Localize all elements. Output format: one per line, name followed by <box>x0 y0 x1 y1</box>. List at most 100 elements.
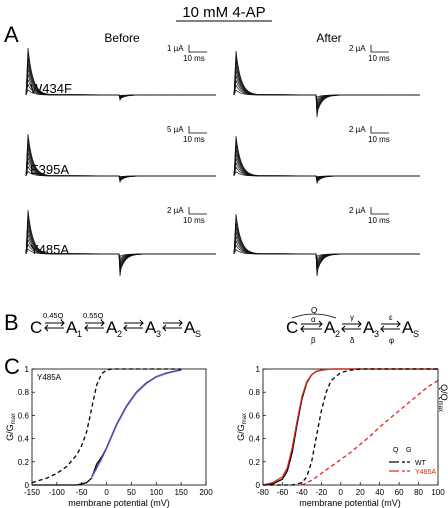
svg-text:Q/Qmax: Q/Qmax <box>437 384 448 412</box>
legend-head-g: G <box>406 447 411 454</box>
current-traces-w434f-after <box>233 50 421 118</box>
svg-text:2: 2 <box>335 329 340 339</box>
svg-text:A: A <box>184 318 196 337</box>
svg-text:S: S <box>195 329 201 339</box>
svg-text:10 ms: 10 ms <box>368 216 390 225</box>
svg-text:2: 2 <box>117 329 122 339</box>
left-series-line-0 <box>31 368 182 484</box>
svg-text:10 ms: 10 ms <box>183 216 205 225</box>
left-y-tick-label: 0 <box>25 481 30 490</box>
svg-text:A: A <box>145 318 157 337</box>
right-series-line-2 <box>263 368 438 486</box>
left-x-tick-label: 100 <box>150 488 164 497</box>
svg-text:3: 3 <box>374 329 379 339</box>
left-x-tick-label: 200 <box>199 488 213 497</box>
right-y-tick-label: 0.6 <box>249 411 261 420</box>
panel-letter-c: C <box>4 354 20 379</box>
left-series-line-3 <box>91 369 182 478</box>
scale-bar-y485a-before: 2 µA 10 ms <box>167 206 207 225</box>
kinetic-scheme-right: C Q α β A 2 γ δ A 3 ε φ A S <box>286 306 419 345</box>
current-traces-e395a-after <box>233 135 421 185</box>
plot-frame-right <box>262 368 439 486</box>
rate-label-045q: 0.45Q <box>43 311 64 320</box>
svg-text:A: A <box>402 318 414 337</box>
column-heading-before: Before <box>104 31 140 45</box>
x-axis-label-left: membrane potential (mV) <box>68 498 170 508</box>
left-y-tick-label: 1 <box>25 365 30 374</box>
right-x-tick-label: -20 <box>316 488 328 497</box>
current-traces-w434f-before <box>25 47 217 101</box>
svg-text:2 µA: 2 µA <box>349 206 366 215</box>
left-series-line-1 <box>32 369 182 486</box>
svg-text:2 µA: 2 µA <box>167 206 184 215</box>
svg-text:2 µA: 2 µA <box>349 44 366 53</box>
svg-text:10 ms: 10 ms <box>183 135 205 144</box>
svg-text:10 ms: 10 ms <box>183 54 205 63</box>
svg-text:10 ms: 10 ms <box>368 54 390 63</box>
left-y-tick-label: 0.4 <box>18 435 30 444</box>
left-x-tick-label: 0 <box>104 488 109 497</box>
legend-head-q: Q <box>393 447 399 454</box>
rate-label-055q: 0.55Q <box>83 311 104 320</box>
svg-text:δ: δ <box>350 336 355 345</box>
panel-letter-b: B <box>4 310 19 335</box>
svg-text:1: 1 <box>77 329 82 339</box>
right-y-tick-label: 1 <box>256 365 261 374</box>
right-x-tick-label: 20 <box>356 488 365 497</box>
right-x-tick-label: 40 <box>375 488 384 497</box>
panel-letter-a: A <box>4 22 19 47</box>
right-series-line-1 <box>262 368 438 486</box>
svg-text:Q: Q <box>311 306 317 315</box>
right-x-tick-label: -40 <box>296 488 308 497</box>
right-x-tick-label: 0 <box>339 488 344 497</box>
legend-y485a: Y485A <box>415 469 436 476</box>
svg-text:G/Gmax: G/Gmax <box>5 413 17 441</box>
svg-text:G/Gmax: G/Gmax <box>236 413 248 441</box>
svg-text:3: 3 <box>156 329 161 339</box>
left-x-tick-label: 150 <box>174 488 188 497</box>
chart-legend: Q G WT Y485A <box>389 447 436 476</box>
right-x-tick-label: 80 <box>414 488 423 497</box>
plot-frame-left <box>31 368 207 486</box>
left-y-tick-label: 0.6 <box>18 411 30 420</box>
left-x-tick-label: -50 <box>76 488 88 497</box>
chart-panel-label: Y485A <box>37 373 62 382</box>
legend-wt: WT <box>415 460 427 467</box>
svg-text:φ: φ <box>389 336 394 345</box>
left-x-tick-label: -150 <box>24 488 41 497</box>
left-y-tick-label: 0.8 <box>18 388 30 397</box>
right-y-tick-label: 0.2 <box>249 458 261 467</box>
scale-bar-w434f-before: 1 µA 10 ms <box>167 44 207 63</box>
svg-text:ε: ε <box>389 313 393 322</box>
left-y-tick-label: 0.2 <box>18 458 30 467</box>
svg-text:A: A <box>363 318 375 337</box>
current-traces-y485a-after <box>233 213 421 277</box>
svg-text:C: C <box>30 318 42 337</box>
right-x-tick-label: -60 <box>277 488 289 497</box>
svg-text:α: α <box>311 315 316 324</box>
right-x-tick-label: 100 <box>431 488 445 497</box>
svg-text:C: C <box>286 318 298 337</box>
svg-text:A: A <box>324 318 336 337</box>
svg-text:β: β <box>311 336 316 345</box>
svg-text:10 ms: 10 ms <box>368 135 390 144</box>
left-x-tick-label: -100 <box>49 488 66 497</box>
right-series-line-0 <box>262 368 438 486</box>
left-series-line-2 <box>91 369 182 479</box>
scale-bar-w434f-after: 2 µA 10 ms <box>349 44 390 63</box>
scale-bar-e395a-after: 2 µA 10 ms <box>349 125 390 144</box>
left-x-tick-label: 50 <box>127 488 136 497</box>
x-axis-label-right: membrane potential (mV) <box>299 498 401 508</box>
svg-text:S: S <box>413 329 419 339</box>
right-y-tick-label: 0.4 <box>249 435 261 444</box>
svg-text:A: A <box>106 318 118 337</box>
scale-bar-y485a-after: 2 µA 10 ms <box>349 206 390 225</box>
current-traces-e395a-before <box>25 133 217 184</box>
svg-text:γ: γ <box>350 313 354 322</box>
svg-text:2 µA: 2 µA <box>349 125 366 134</box>
svg-text:1 µA: 1 µA <box>167 44 184 53</box>
chart-gv-qv-comparison: -80 -60 -40 -20 0 20 40 60 80 100 0 0.2 0.4 0.6 0.8 1 m… <box>236 365 448 508</box>
svg-text:5 µA: 5 µA <box>167 125 184 134</box>
right-y-tick-label: 0.8 <box>249 388 261 397</box>
